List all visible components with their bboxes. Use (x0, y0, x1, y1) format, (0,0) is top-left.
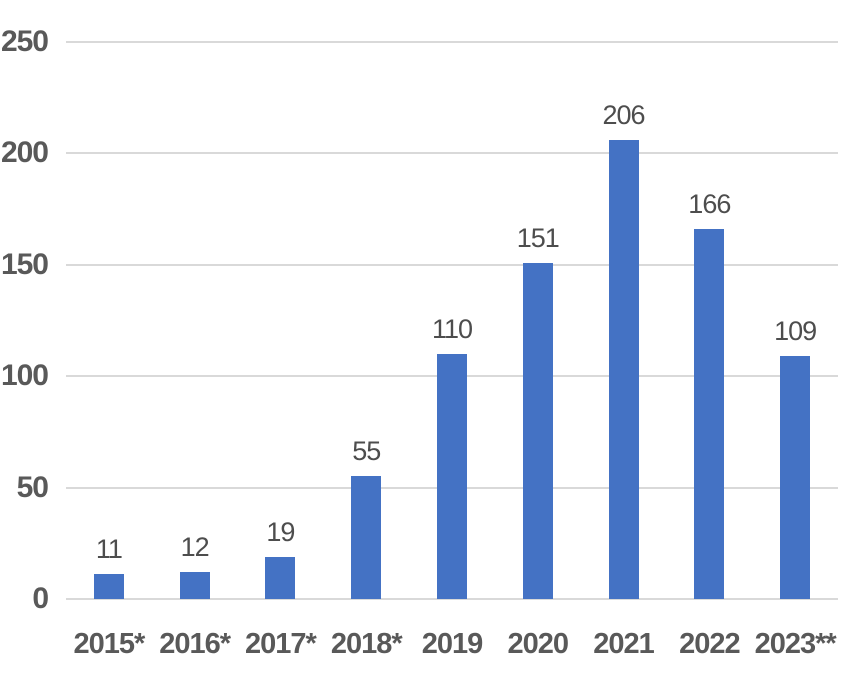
y-tick-label: 150 (0, 247, 49, 281)
y-tick-label: 200 (0, 136, 49, 170)
bar-2023** (780, 356, 811, 599)
bar-2021 (608, 140, 639, 599)
bar-2017* (265, 556, 296, 599)
y-tick-label: 50 (16, 470, 49, 504)
x-tick-label: 2015* (73, 628, 145, 660)
x-tick-label: 2018* (330, 628, 403, 660)
gridline-200 (66, 152, 838, 155)
bar-value-label: 166 (688, 189, 731, 220)
y-tick-label: 100 (0, 359, 49, 393)
bar-2022 (694, 229, 725, 599)
bar-2018* (351, 476, 382, 599)
bar-2019 (437, 353, 467, 599)
bar-value-label: 110 (431, 313, 473, 344)
y-tick-label: 0 (32, 582, 49, 615)
bar-2016* (179, 572, 210, 599)
x-tick-label: 2019 (421, 628, 484, 660)
gridline-0 (66, 598, 838, 600)
x-tick-label: 2017* (245, 628, 317, 660)
x-tick-label: 2020 (507, 628, 570, 660)
bar-value-label: 19 (266, 516, 295, 547)
bar-value-label: 151 (516, 222, 560, 253)
x-tick-label: 2022 (679, 628, 741, 660)
x-tick-label: 2021 (593, 628, 655, 660)
bar-value-label: 12 (180, 532, 210, 563)
bar-value-label: 11 (95, 534, 123, 565)
bar-value-label: 55 (352, 436, 381, 467)
y-tick-label: 250 (0, 25, 49, 58)
gridline-150 (66, 263, 838, 266)
x-tick-label: 2016* (159, 628, 231, 660)
bar-2015* (93, 574, 124, 599)
bar-value-label: 206 (602, 100, 646, 131)
bar-value-label: 109 (774, 316, 817, 347)
x-tick-label: 2023** (754, 628, 837, 660)
gridline-250 (66, 41, 838, 43)
bar-2020 (522, 262, 553, 599)
